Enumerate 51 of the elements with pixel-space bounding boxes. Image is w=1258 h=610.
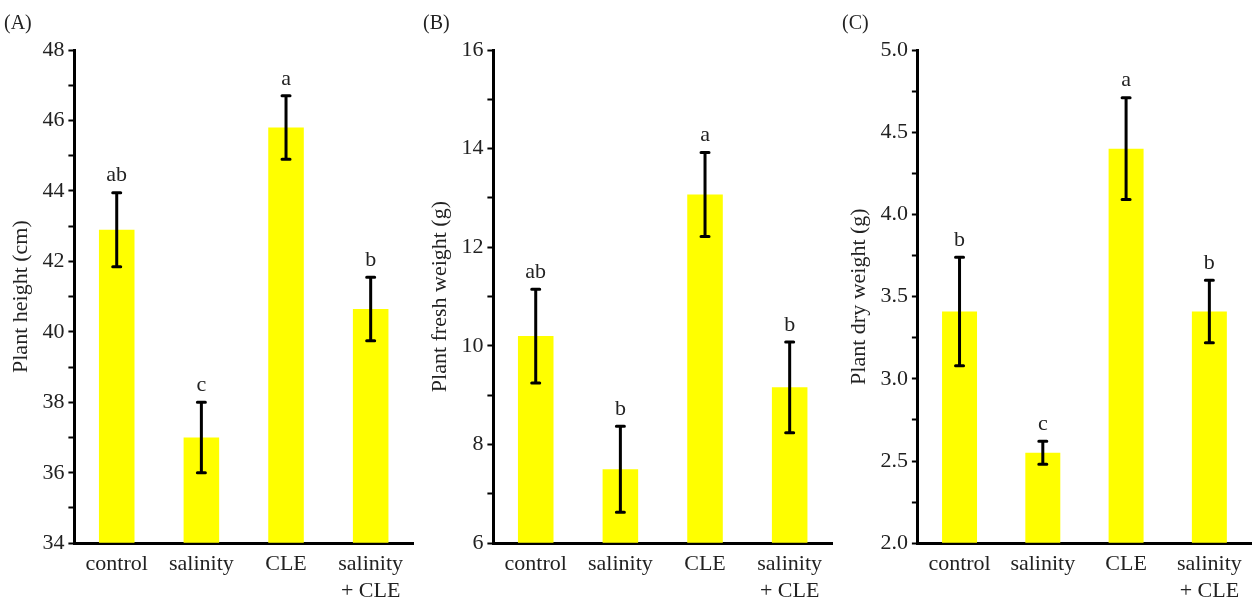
y-axis-title: Plant height (cm): [6, 220, 32, 373]
x-tick-label: salinity: [1010, 550, 1076, 576]
chart-title: (A): [4, 11, 32, 35]
y-tick-label: 4.0: [880, 200, 908, 226]
chart-title: (C): [842, 11, 869, 35]
x-tick-label: CLE: [1105, 550, 1147, 576]
x-tick-label: salinity + CLE: [1176, 550, 1242, 602]
x-tick-label: CLE: [684, 550, 726, 576]
y-tick-label: 16: [461, 35, 484, 61]
x-tick-label: control: [928, 550, 991, 576]
y-tick-label: 2.5: [880, 446, 908, 472]
annotation: b: [365, 246, 377, 272]
y-tick-label: 3.0: [880, 364, 908, 390]
x-tick-label: control: [85, 550, 148, 576]
y-tick-label: 48: [42, 35, 65, 61]
y-axis-title: Plant fresh weight (g): [425, 200, 451, 393]
y-tick-label: 34: [42, 528, 65, 554]
y-tick-label: 36: [42, 458, 65, 484]
annotation: c: [196, 371, 207, 397]
annotation: a: [1121, 66, 1132, 92]
y-tick-label: 42: [42, 247, 65, 273]
y-tick-label: 38: [42, 388, 65, 414]
chart-title: (B): [423, 11, 450, 35]
y-tick-label: 46: [42, 106, 65, 132]
annotation: a: [281, 64, 292, 90]
y-tick-label: 5.0: [880, 35, 908, 61]
y-tick-label: 4.5: [880, 117, 908, 143]
annotation: ab: [525, 257, 547, 283]
annotation: b: [614, 395, 626, 421]
annotation: b: [954, 225, 966, 251]
x-tick-label: CLE: [265, 550, 307, 576]
y-tick-label: 2.0: [880, 528, 908, 554]
y-tick-label: 6: [472, 528, 484, 554]
annotation: b: [1203, 248, 1215, 274]
x-tick-label: salinity + CLE: [757, 550, 823, 602]
y-tick-label: 10: [461, 331, 484, 357]
x-tick-label: salinity: [587, 550, 653, 576]
y-tick-label: 44: [42, 176, 65, 202]
annotation: ab: [106, 161, 128, 187]
annotation: c: [1037, 410, 1048, 436]
x-tick-label: salinity: [168, 550, 234, 576]
y-tick-label: 3.5: [880, 282, 908, 308]
annotation: a: [700, 121, 711, 147]
annotation: b: [784, 310, 796, 336]
y-axis-title: Plant dry weight (g): [844, 208, 870, 385]
y-tick-label: 40: [42, 317, 65, 343]
x-tick-label: control: [504, 550, 567, 576]
y-tick-label: 12: [461, 233, 484, 259]
y-tick-label: 8: [472, 430, 484, 456]
x-tick-label: salinity + CLE: [338, 550, 404, 602]
y-tick-label: 14: [461, 134, 484, 160]
